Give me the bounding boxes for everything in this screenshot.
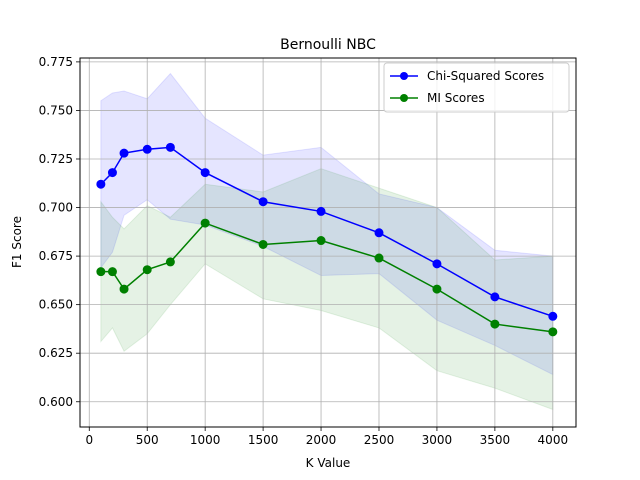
series-points — [96, 142, 558, 337]
x-tick-label: 500 — [136, 433, 159, 447]
y-tick-label: 0.650 — [39, 298, 73, 312]
y-tick-label: 0.675 — [39, 249, 73, 263]
data-point-1 — [107, 267, 117, 277]
chart-title: Bernoulli NBC — [280, 37, 376, 53]
legend-label-1: MI Scores — [427, 91, 485, 105]
data-point-1 — [142, 265, 152, 275]
x-tick-label: 3500 — [480, 433, 511, 447]
y-tick-label: 0.700 — [39, 201, 73, 215]
data-point-1 — [490, 319, 500, 329]
data-point-1 — [200, 218, 210, 228]
data-point-0 — [548, 311, 558, 321]
y-tick-label: 0.625 — [39, 346, 73, 360]
data-point-0 — [165, 142, 175, 152]
x-tick-label: 4000 — [538, 433, 569, 447]
data-point-0 — [374, 228, 384, 238]
legend-marker-1 — [400, 94, 408, 102]
data-point-0 — [258, 197, 268, 207]
data-point-0 — [200, 168, 210, 178]
y-axis-ticks: 0.600 0.625 0.650 0.675 0.700 0.725 0.750 0.775 — [39, 55, 80, 409]
x-tick-label: 1000 — [190, 433, 221, 447]
y-tick-label: 0.725 — [39, 152, 73, 166]
legend-label-0: Chi-Squared Scores — [427, 69, 544, 83]
data-point-1 — [374, 253, 384, 263]
x-tick-label: 2000 — [306, 433, 337, 447]
data-point-1 — [548, 327, 558, 337]
x-axis-ticks: 0 500 1000 1500 2000 2500 3000 3500 4000 — [85, 427, 568, 447]
data-point-1 — [119, 284, 129, 294]
x-tick-label: 3000 — [422, 433, 453, 447]
x-axis-label: K Value — [306, 456, 351, 470]
data-point-0 — [119, 148, 129, 158]
grid-lines — [80, 58, 576, 427]
data-point-0 — [96, 179, 106, 189]
data-point-0 — [107, 168, 117, 178]
x-tick-label: 1500 — [248, 433, 279, 447]
legend: Chi-Squared Scores MI Scores — [383, 62, 570, 113]
legend-marker-0 — [400, 72, 408, 80]
plot-frame — [79, 57, 577, 428]
x-tick-label: 2500 — [364, 433, 395, 447]
data-point-0 — [142, 144, 152, 154]
legend-box — [383, 62, 570, 113]
data-point-0 — [316, 206, 326, 216]
data-point-1 — [96, 267, 106, 277]
y-tick-label: 0.600 — [39, 395, 73, 409]
y-tick-label: 0.750 — [39, 103, 73, 117]
data-point-1 — [316, 236, 326, 246]
y-axis-label: F1 Score — [10, 216, 24, 268]
data-point-1 — [258, 239, 268, 249]
data-point-0 — [490, 292, 500, 302]
x-tick-label: 0 — [85, 433, 93, 447]
data-point-1 — [165, 257, 175, 267]
data-point-1 — [432, 284, 442, 294]
data-point-0 — [432, 259, 442, 269]
y-tick-label: 0.775 — [39, 55, 73, 69]
